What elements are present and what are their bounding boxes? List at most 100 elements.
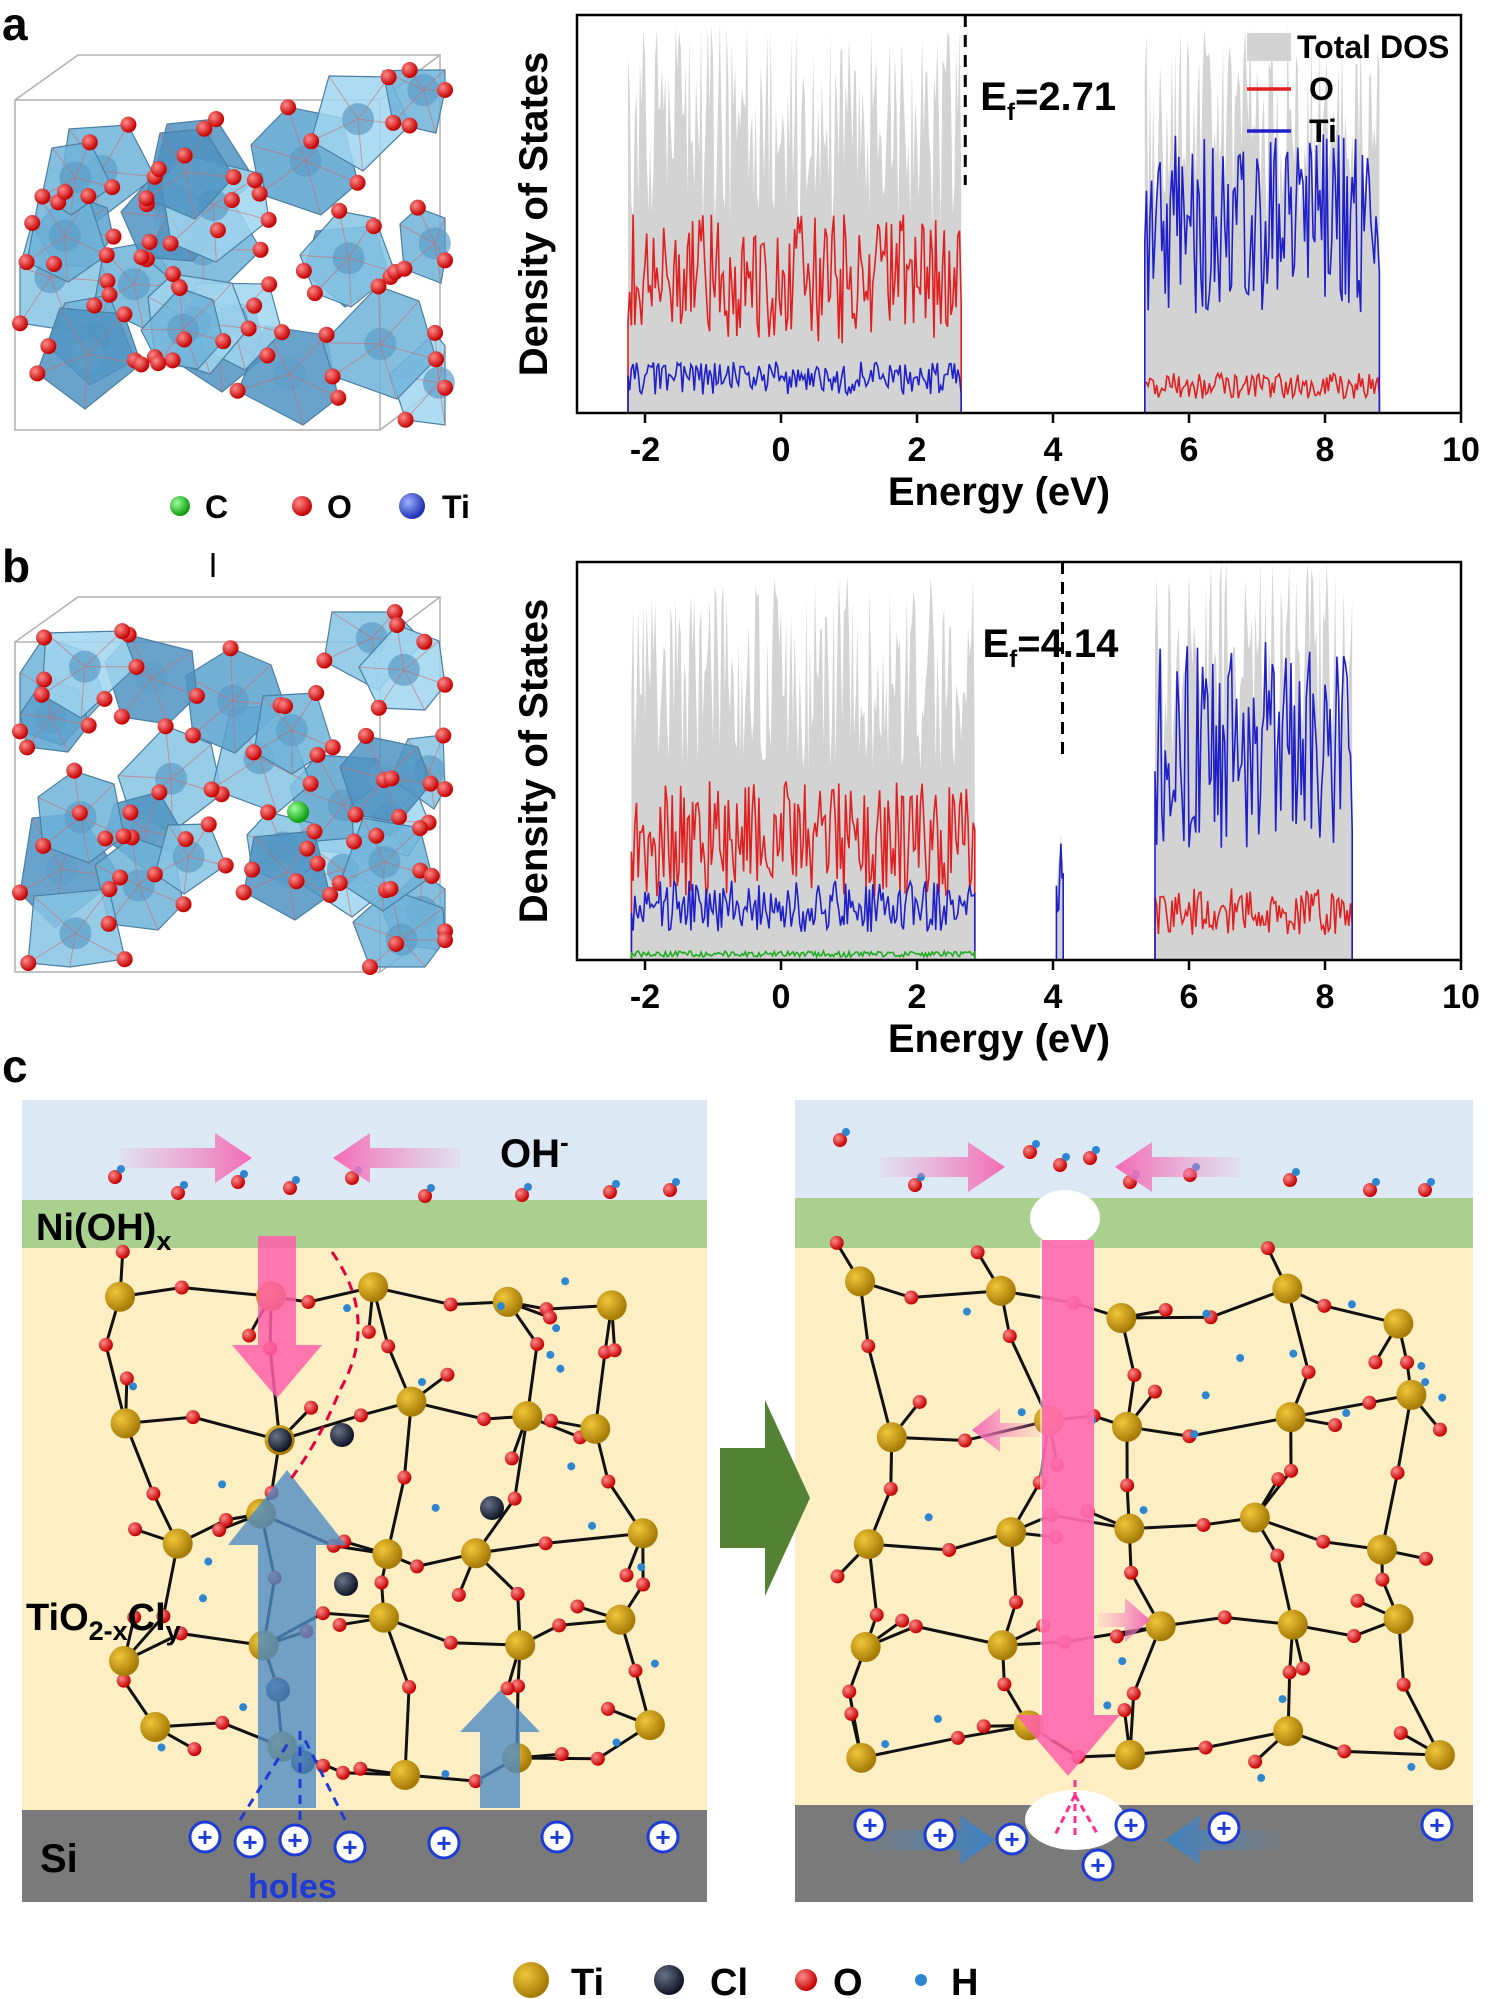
o-atom [331, 875, 348, 892]
ti-ball [1239, 1502, 1270, 1533]
o-ball [397, 1470, 412, 1485]
opening-top [1030, 1190, 1100, 1246]
hole [1207, 1811, 1241, 1845]
plot-frame [575, 560, 1463, 962]
ti-ball [105, 1281, 136, 1312]
o-atom [397, 411, 414, 428]
o-ball [1109, 1629, 1124, 1644]
ti-o-bond [305, 160, 358, 184]
dos-chart-a: Ef=2.71 -2 0 2 4 6 8 10 Energy (eV) Density of St… [512, 13, 1480, 514]
ti-o-bond [138, 885, 159, 931]
o-atom [383, 770, 400, 787]
ti-o-bond [251, 144, 306, 162]
o-atom [324, 739, 341, 756]
ti-o-bond [259, 758, 278, 813]
oh-o [345, 1171, 359, 1185]
o-ball [912, 1394, 927, 1409]
o-atom [306, 285, 323, 302]
o-atom [36, 629, 53, 646]
x-axis-label: Energy (eV) [888, 470, 1110, 514]
o-ball [552, 1618, 567, 1633]
ti-o-bond [243, 871, 288, 893]
ti-ball [110, 1408, 141, 1439]
oh-h [1292, 1168, 1300, 1176]
hole-plus: + [1216, 1813, 1231, 1843]
o-ball [544, 1413, 559, 1428]
o-ball [1196, 1517, 1211, 1532]
o-ball [115, 1244, 130, 1259]
o-atom [222, 640, 239, 657]
o-ball [976, 1719, 991, 1734]
o-ball [830, 1569, 845, 1584]
o-ball [504, 1451, 519, 1466]
x-tick-label: 6 [1180, 431, 1199, 469]
o-atom [175, 896, 192, 913]
o-atom [98, 247, 115, 264]
ti-o-bond [379, 300, 420, 345]
cl-ball [334, 1572, 358, 1596]
x-tick-label: 10 [1442, 431, 1480, 469]
ti-o-bond [118, 775, 172, 780]
ti-o-bond [380, 343, 437, 360]
ti-o-bond [159, 132, 187, 173]
ti-ball [372, 1539, 403, 1570]
o-ball [1396, 1677, 1411, 1692]
ti-o-bond [41, 666, 86, 696]
oh-o [1053, 1158, 1067, 1172]
o-atom [365, 218, 382, 235]
o-atom [209, 222, 226, 239]
ti-ball [390, 1759, 421, 1790]
hole [646, 1820, 680, 1854]
o-atom [416, 633, 433, 650]
ti-o-bond [121, 677, 152, 717]
o-atom [133, 356, 150, 373]
o-atom [177, 831, 194, 848]
o-ball [1248, 1754, 1263, 1769]
ti-o-bond [422, 89, 437, 133]
legend-o-text: O [833, 1962, 863, 1999]
h-ball [496, 1302, 505, 1311]
ti-o-bond [305, 160, 322, 216]
ti-o-bond [401, 907, 444, 941]
legend-ti-text: Ti [571, 1962, 604, 1999]
o-atom [437, 82, 453, 99]
o-atom [97, 830, 114, 847]
o-atom [122, 804, 139, 821]
o-ball [1158, 1302, 1173, 1317]
crystal-structure-a [12, 54, 455, 431]
ti-o-bond [64, 235, 69, 283]
o-atom [380, 69, 397, 86]
hole [188, 1820, 222, 1854]
o-atom [18, 254, 35, 271]
o-atom [437, 676, 453, 693]
o-atom [251, 185, 268, 202]
o-atom [361, 959, 378, 975]
o-ball [212, 1522, 227, 1537]
o-atom [116, 951, 133, 968]
o-atom [80, 188, 97, 205]
ti-ball [140, 1712, 171, 1743]
ti-o-bond [28, 932, 76, 964]
o-atom [141, 233, 158, 250]
ti-o-bond [237, 373, 290, 392]
ti-ball [1106, 1302, 1137, 1333]
ti-o-bond [19, 713, 52, 718]
ti-o-bond [310, 118, 359, 142]
o-atom [133, 249, 150, 266]
ti-o-bond [59, 308, 89, 355]
ti-o-bond [84, 630, 123, 667]
panel-label-a: a [2, 0, 28, 50]
o-atom [35, 837, 52, 854]
o-ball [636, 1577, 651, 1592]
o-ball [510, 1586, 525, 1601]
ti-o-bond [74, 888, 110, 934]
oh-o [1283, 1173, 1297, 1187]
o-ball [443, 1297, 458, 1312]
legend-swatch-total-dos [1247, 33, 1291, 61]
o-ball [997, 1677, 1012, 1692]
ti-o-bond [358, 666, 404, 671]
o-atom [401, 62, 418, 78]
o-atom [382, 880, 399, 897]
hole-plus: + [287, 1825, 302, 1855]
ti-o-bond [165, 726, 172, 779]
